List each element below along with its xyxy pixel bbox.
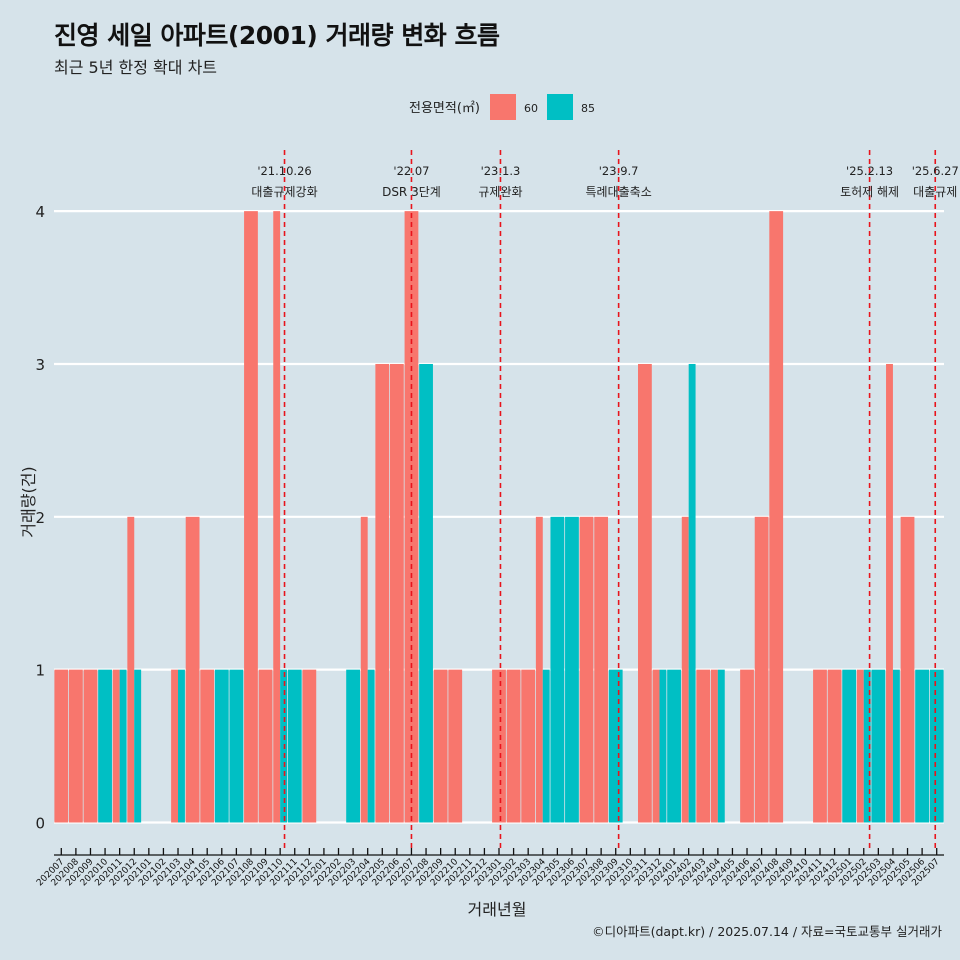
legend-swatch-85 (547, 94, 573, 120)
bar-60 (754, 516, 769, 823)
event-label: 규제완화 (478, 185, 522, 199)
legend-label-60: 60 (524, 102, 538, 115)
bar-60 (769, 211, 784, 823)
event-date: '25.6.27 (912, 164, 959, 178)
bar-85 (871, 669, 886, 823)
bar-85 (608, 669, 623, 823)
bar-60 (506, 669, 521, 823)
bar-60 (389, 363, 404, 823)
event-date: '21.10.26 (257, 164, 311, 178)
bar-85 (367, 669, 375, 823)
bar-85 (892, 669, 900, 823)
bar-60 (404, 211, 419, 823)
bar-85 (565, 516, 579, 823)
bar-85 (419, 363, 433, 823)
bar-85 (863, 669, 871, 823)
bar-60 (258, 669, 273, 823)
bar-85 (287, 669, 302, 823)
bar-60 (681, 516, 689, 823)
bar-85 (280, 669, 288, 823)
bar-60 (68, 669, 83, 823)
y-axis: 0 1 2 3 4 (35, 203, 45, 832)
bar-85 (550, 516, 565, 823)
bar-85 (667, 669, 681, 823)
bar-85 (659, 669, 667, 823)
legend-title: 전용면적(㎡) (409, 101, 480, 116)
bar-60 (579, 516, 594, 823)
source-caption: ©디아파트(dapt.kr) / 2025.07.14 / 자료=국토교통부 실… (592, 924, 942, 939)
x-axis-title: 거래년월 (468, 900, 527, 919)
y-tick-label: 0 (35, 814, 45, 832)
bars (54, 211, 944, 823)
bar-60 (244, 211, 258, 823)
x-axis: 2020072020082020092020102020112020122021… (35, 848, 944, 888)
bar-60 (740, 669, 754, 823)
bar-85 (929, 669, 944, 823)
chart-title: 진영 세일 아파트(2001) 거래량 변화 흐름 (54, 21, 500, 50)
bar-85 (346, 669, 360, 823)
bar-60 (710, 669, 718, 823)
bar-60 (886, 363, 893, 823)
bar-60 (127, 516, 135, 823)
bar-60 (360, 516, 368, 823)
bar-85 (119, 669, 127, 823)
bar-60 (535, 516, 543, 823)
bar-60 (696, 669, 711, 823)
legend-label-85: 85 (581, 102, 595, 115)
bar-60 (302, 669, 317, 823)
bar-85 (717, 669, 725, 823)
bar-85 (688, 363, 696, 823)
bar-60 (652, 669, 660, 823)
bar-60 (813, 669, 827, 823)
bar-60 (54, 669, 69, 823)
bar-60 (856, 669, 864, 823)
legend: 전용면적(㎡) 60 85 (409, 94, 595, 120)
bar-60 (273, 211, 281, 823)
y-tick-label: 2 (35, 509, 45, 527)
event-date: '25.2.13 (846, 164, 893, 178)
bar-85 (915, 669, 930, 823)
bar-60 (492, 669, 506, 823)
bar-60 (900, 516, 915, 823)
bar-60 (171, 669, 179, 823)
event-date: '23.9.7 (599, 164, 639, 178)
event-label: 대출규제 (913, 185, 957, 199)
bar-85 (229, 669, 244, 823)
bar-60 (594, 516, 609, 823)
bar-85 (134, 669, 142, 823)
event-date: '23.1.3 (481, 164, 521, 178)
chart-subtitle: 최근 5년 한정 확대 차트 (54, 58, 218, 77)
event-label: 특례대출축소 (586, 185, 652, 199)
bar-85 (214, 669, 229, 823)
bar-60 (521, 669, 536, 823)
bar-60 (112, 669, 120, 823)
bar-85 (178, 669, 185, 823)
y-tick-label: 3 (35, 356, 45, 374)
event-label: 토허제 해제 (840, 185, 899, 199)
bar-60 (448, 669, 463, 823)
y-tick-label: 1 (35, 662, 45, 680)
bar-85 (98, 669, 112, 823)
y-axis-title: 거래량(건) (19, 466, 38, 537)
y-tick-label: 4 (35, 203, 45, 221)
bar-60 (83, 669, 98, 823)
bar-60 (827, 669, 842, 823)
event-markers: '21.10.26 대출규제강화 '22.07 DSR 3단계 '23.1.3 규제완화 '… (251, 150, 959, 850)
legend-swatch-60 (490, 94, 516, 120)
event-label: DSR 3단계 (382, 185, 441, 199)
bar-60 (185, 516, 200, 823)
event-label: 대출규제강화 (251, 185, 317, 199)
bar-85 (842, 669, 857, 823)
bar-60 (200, 669, 215, 823)
bar-60 (375, 363, 390, 823)
bar-60 (638, 363, 652, 823)
event-date: '22.07 (393, 164, 429, 178)
bar-85 (542, 669, 550, 823)
bar-60 (433, 669, 448, 823)
